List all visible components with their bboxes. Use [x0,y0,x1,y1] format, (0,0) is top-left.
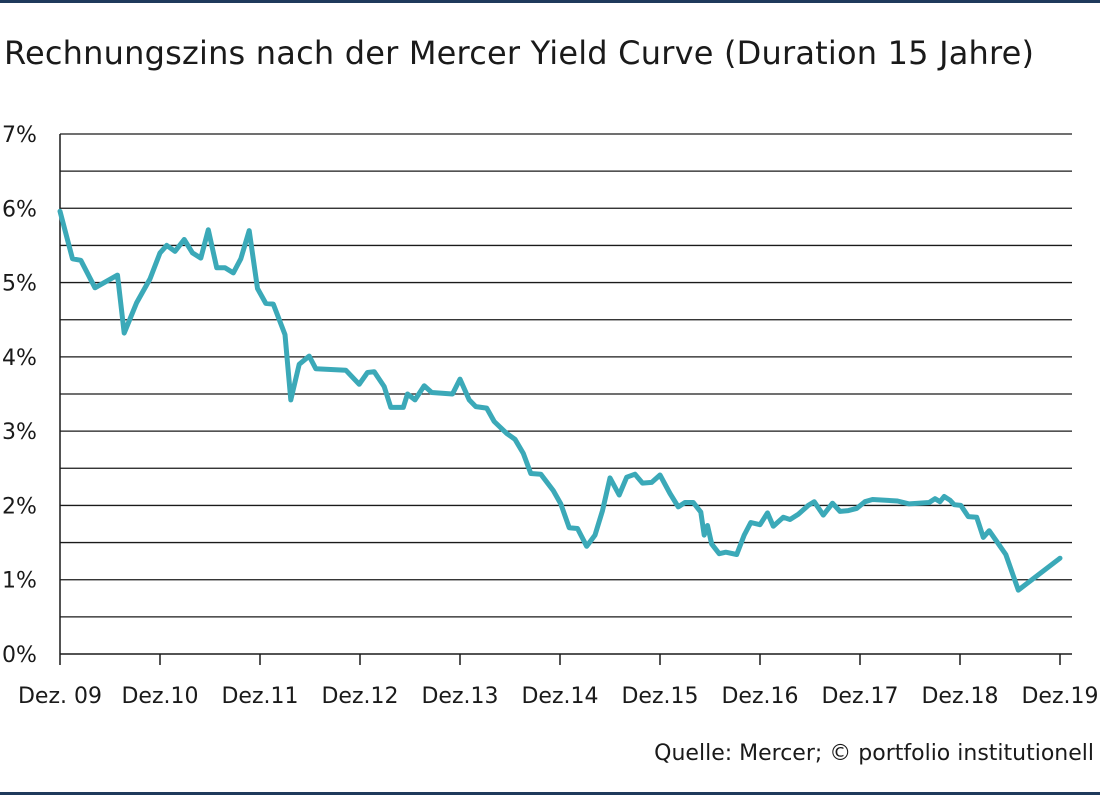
top-rule [0,0,1100,3]
y-tick-label: 3% [2,420,37,445]
x-tick-label: Dez.15 [621,684,698,709]
x-tick-label: Dez.12 [321,684,398,709]
y-tick-label: 0% [2,643,37,668]
bottom-rule [0,792,1100,795]
x-tick-label: Dez.11 [221,684,298,709]
grid-lines [60,133,1072,618]
axes [59,134,1072,665]
x-tick-label: Dez.19 [1021,684,1098,709]
y-tick-label: 5% [2,272,37,297]
x-tick-label: Dez.10 [121,684,198,709]
y-tick-label: 6% [2,197,37,222]
y-tick-label: 1% [2,569,37,594]
x-tick-label: Dez.18 [921,684,998,709]
x-tick-label: Dez.14 [521,684,598,709]
x-tick-label: Dez.16 [721,684,798,709]
y-tick-label: 4% [2,346,37,371]
series-line [57,208,1063,593]
x-tick-label: Dez.13 [421,684,498,709]
y-tick-label: 7% [2,123,37,148]
series [57,208,1063,593]
y-tick-label: 2% [2,494,37,519]
x-tick-label: Dez. 09 [18,684,102,709]
source-note: Quelle: Mercer; © portfolio institutione… [654,741,1094,766]
chart-title: Rechnungszins nach der Mercer Yield Curv… [4,34,1035,72]
x-tick-label: Dez.17 [821,684,898,709]
tick-labels: 0% 1% 2% 3% 4% 5% 6% 7% Dez. 09 Dez.10 Dez.11 Dez.1… [2,123,1099,709]
